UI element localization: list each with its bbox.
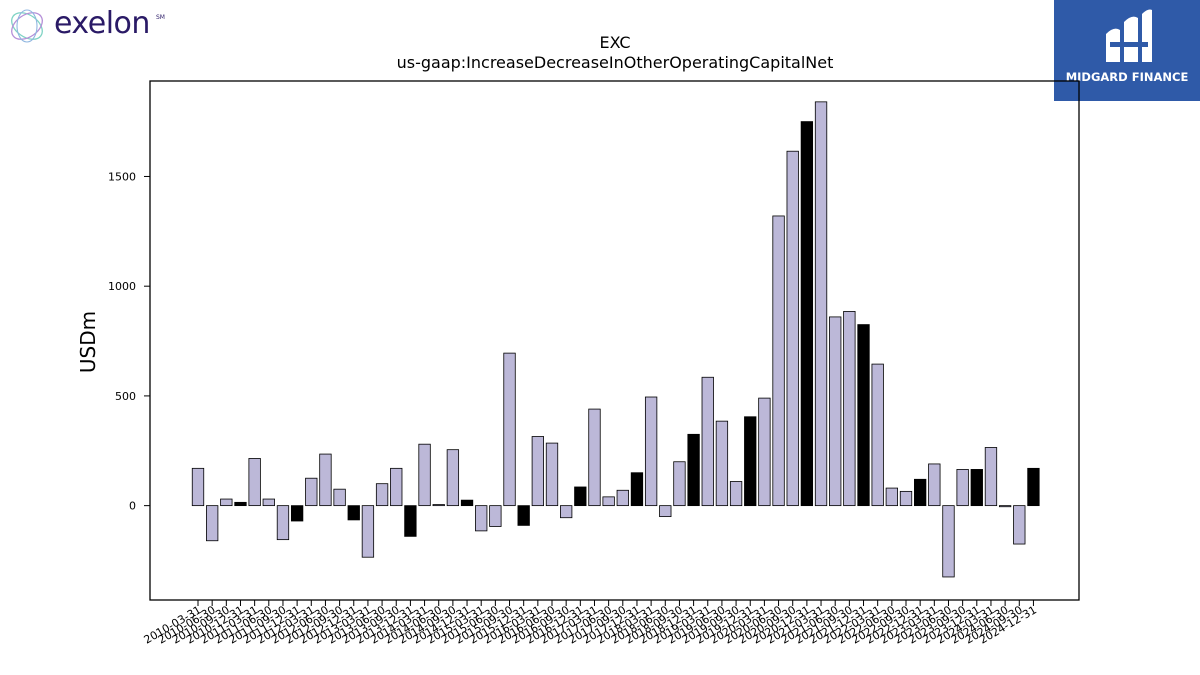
bar-2015-12-31 [517, 505, 530, 526]
bar-2020-03-31 [758, 397, 771, 507]
bars-layer [191, 101, 1040, 578]
bar-2018-09-30 [673, 461, 686, 507]
midgard-logo-icon [1106, 9, 1152, 63]
bar-2020-06-30 [772, 215, 785, 507]
bar-2013-06-30 [375, 483, 389, 507]
y-tick-label: 1500 [108, 170, 136, 183]
chart-title: EXC [599, 33, 630, 52]
bar-2011-03-31 [248, 458, 261, 507]
bar-2024-12-31 [1027, 467, 1040, 507]
badge-label: MIDGARD FINANCE [1065, 70, 1189, 84]
bar-2019-06-30 [715, 420, 729, 507]
bar-2022-12-31 [914, 478, 927, 507]
brand-service-mark: SM [156, 14, 165, 21]
plot-frame [149, 80, 1080, 601]
bar-2024-09-30 [1013, 505, 1026, 545]
bar-2023-03-31 [928, 463, 941, 507]
bar-2010-09-30 [220, 498, 233, 507]
bar-2016-03-31 [531, 436, 544, 507]
bar-2010-12-31 [234, 501, 247, 507]
bar-2011-09-30 [276, 505, 290, 541]
x-axis-ticks: 2010-03-312010-06-302010-09-302010-12-31… [142, 600, 1039, 647]
bar-2023-06-30 [942, 505, 955, 578]
brand-wordmark: exelon [54, 6, 150, 41]
bar-2021-12-31 [857, 324, 870, 507]
bar-2018-06-30 [659, 505, 672, 518]
bar-2017-03-31 [588, 408, 601, 507]
bar-2012-03-31 [305, 477, 318, 507]
bar-2013-09-30 [390, 467, 403, 507]
bar-2016-09-30 [560, 505, 573, 519]
bar-2011-12-31 [290, 505, 304, 522]
bar-2012-06-30 [319, 453, 332, 507]
bar-2018-03-31 [644, 396, 658, 507]
bar-2019-03-31 [701, 376, 714, 507]
bar-2010-06-30 [206, 505, 219, 542]
bar-2024-06-30 [998, 505, 1012, 508]
bar-2014-09-30 [446, 449, 460, 507]
bar-2018-12-31 [687, 433, 700, 507]
bar-2021-06-30 [829, 316, 842, 507]
exelon-logo: exelon SM [6, 4, 176, 48]
bar-2021-03-31 [814, 101, 828, 507]
bar-2021-09-30 [843, 311, 856, 507]
y-tick-label: 0 [129, 500, 136, 513]
bar-2015-09-30 [503, 352, 516, 507]
bar-2016-12-31 [574, 486, 587, 507]
y-axis-label: USDm [76, 311, 100, 373]
bar-2013-12-31 [404, 505, 417, 537]
bar-2019-09-30 [729, 481, 743, 507]
bar-2022-03-31 [871, 363, 884, 507]
exelon-logo-mark-icon [11, 9, 43, 43]
bar-2015-03-31 [475, 505, 488, 532]
chart-subtitle: us-gaap:IncreaseDecreaseInOtherOperating… [397, 53, 834, 72]
bar-2020-09-30 [786, 150, 799, 507]
bar-2023-09-30 [956, 469, 969, 507]
y-axis-ticks: 0 500 1000 1500 [108, 170, 150, 513]
y-tick-label: 500 [115, 390, 136, 403]
bar-2023-12-31 [970, 469, 983, 507]
bar-2017-09-30 [616, 489, 629, 507]
bar-2010-03-31 [191, 467, 205, 507]
bar-2012-09-30 [333, 488, 346, 507]
bar-2012-12-31 [347, 505, 360, 521]
bar-2024-03-31 [984, 447, 998, 507]
bar-2013-03-31 [361, 505, 375, 558]
bar-2014-06-30 [432, 504, 445, 507]
midgard-finance-badge: MIDGARD FINANCE [1054, 0, 1200, 101]
bar-2022-06-30 [885, 487, 898, 507]
bar-2019-12-31 [744, 416, 757, 507]
bar-2011-06-30 [262, 498, 275, 507]
bar-2017-12-31 [630, 472, 644, 507]
bar-2022-09-30 [899, 490, 913, 507]
bar-2015-06-30 [489, 505, 502, 527]
bar-2014-12-31 [460, 499, 474, 507]
bar-2017-06-30 [602, 496, 615, 507]
bar-2014-03-31 [418, 443, 431, 507]
y-tick-label: 1000 [108, 280, 136, 293]
bar-2016-06-30 [545, 442, 559, 507]
bar-2020-12-31 [800, 121, 814, 507]
